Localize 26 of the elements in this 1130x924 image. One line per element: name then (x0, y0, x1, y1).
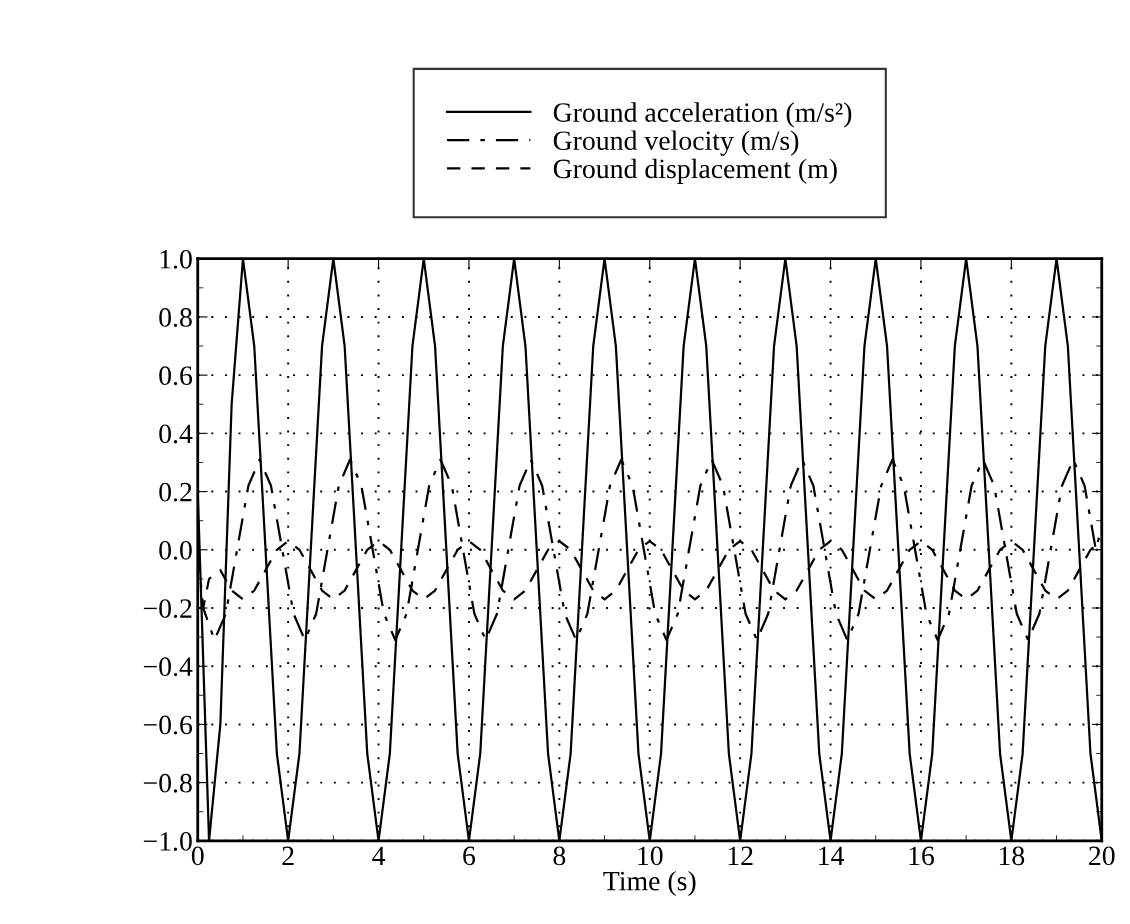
x-tick-label: 2 (282, 846, 294, 865)
x-tick-label: 8 (553, 846, 566, 866)
legend-label: Ground velocity (m/s) (553, 130, 799, 156)
x-tick-label: 12 (728, 846, 753, 865)
x-tick-label: 0 (191, 846, 204, 866)
legend-label: Ground acceleration (m/s²) (553, 102, 852, 128)
legend-label: Ground displacement (m) (553, 158, 837, 184)
y-tick-label: 0.0 (159, 540, 192, 560)
x-tick-label: 6 (463, 846, 476, 866)
y-tick-label: −0.4 (143, 657, 193, 677)
y-tick-label: 0.4 (159, 424, 193, 444)
y-tick-label: −0.6 (143, 715, 193, 735)
x-tick-label: 18 (999, 846, 1025, 866)
y-tick-label: −0.8 (143, 773, 192, 793)
x-tick-label: 20 (1089, 846, 1115, 866)
x-tick-label: 14 (819, 846, 844, 865)
x-tick-label: 4 (372, 846, 386, 865)
y-tick-label: 1.0 (160, 249, 192, 269)
y-tick-label: 0.6 (159, 366, 193, 386)
x-axis-title: Time (s) (603, 870, 696, 897)
x-tick-label: 10 (638, 846, 663, 866)
x-tick-label: 16 (909, 846, 935, 866)
y-tick-label: −0.2 (143, 599, 192, 619)
y-tick-label: 0.8 (159, 308, 192, 327)
y-tick-label: −1.0 (143, 832, 192, 851)
y-tick-label: 0.2 (159, 482, 192, 502)
